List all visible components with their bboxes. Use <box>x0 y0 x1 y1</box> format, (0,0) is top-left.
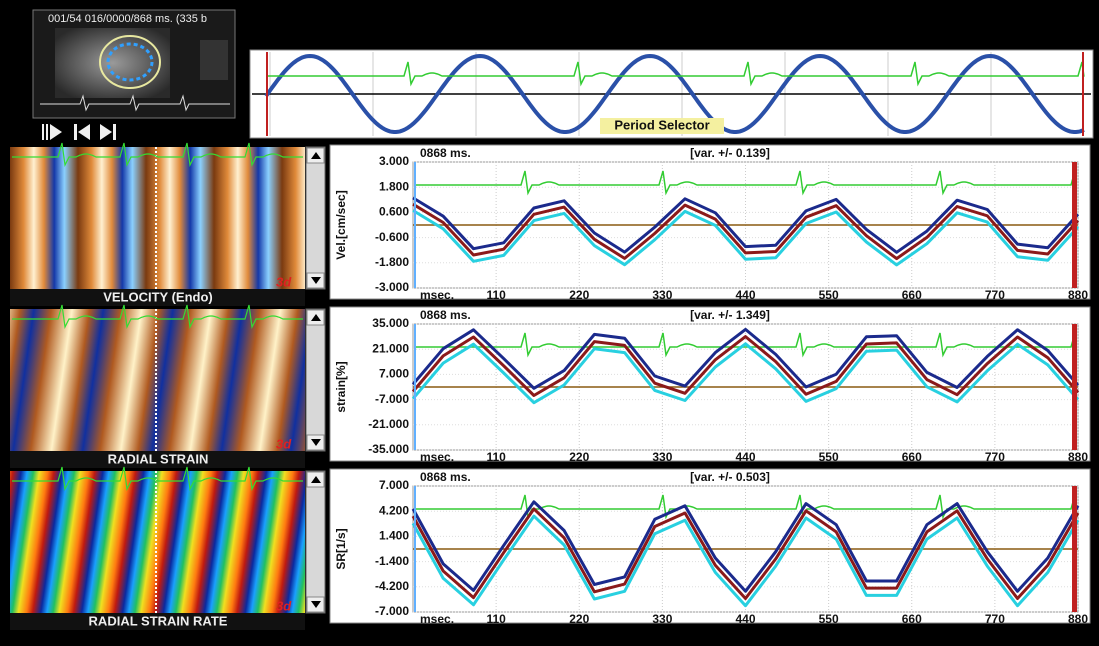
y-axis-label: strain[%] <box>334 361 348 412</box>
next-bar[interactable] <box>113 124 116 140</box>
play-bar[interactable] <box>46 124 48 140</box>
x-tick-label: 220 <box>569 450 589 464</box>
y-tick-label: -1.400 <box>375 554 409 568</box>
start-bar <box>414 324 416 450</box>
play-bar[interactable] <box>42 124 44 140</box>
x-tick-label: 550 <box>819 612 839 626</box>
variance-label: [var. +/- 1.349] <box>690 308 770 322</box>
scrollbar[interactable] <box>306 309 325 451</box>
y-tick-label: -7.000 <box>375 392 409 406</box>
y-axis-label: Vel.[cm/sec] <box>334 190 348 259</box>
maps: VELOCITY (Endo) 3d RADIAL STRAIN 3d RADIAL S… <box>10 143 325 630</box>
cursor-bar <box>1072 486 1077 612</box>
time-label: 0868 ms. <box>420 308 471 322</box>
thumbnail-caption: 001/54 016/0000/868 ms. (335 b <box>48 13 207 25</box>
x-tick-label: 440 <box>735 288 755 302</box>
selector-end-marker <box>1082 52 1084 136</box>
x-tick-label: 770 <box>985 288 1005 302</box>
x-axis-label: msec. <box>420 288 454 302</box>
chart: 7.000 4.200 1.400 -1.400 -4.200 -7.000 110 220 3… <box>330 469 1090 626</box>
chart: 35.000 21.000 7.000 -7.000 -21.000 -35.000 110… <box>330 307 1090 464</box>
x-tick-label: 220 <box>569 288 589 302</box>
prev-button[interactable] <box>78 124 90 140</box>
variance-label: [var. +/- 0.139] <box>690 146 770 160</box>
map-label: VELOCITY (Endo) <box>103 289 213 304</box>
x-tick-label: 660 <box>902 612 922 626</box>
x-tick-label: 550 <box>819 288 839 302</box>
x-tick-label: 660 <box>902 288 922 302</box>
start-bar <box>414 162 416 288</box>
x-tick-label: 110 <box>486 288 506 302</box>
chart: 3.000 1.800 0.600 -0.600 -1.800 -3.000 110 220 3… <box>330 145 1090 302</box>
x-tick-label: 330 <box>652 612 672 626</box>
time-label: 0868 ms. <box>420 146 471 160</box>
x-tick-label: 440 <box>735 450 755 464</box>
map-logo: 3d <box>276 436 292 451</box>
next-button[interactable] <box>100 124 112 140</box>
y-tick-label: -4.200 <box>375 579 409 593</box>
y-tick-label: 4.200 <box>379 503 409 517</box>
y-tick-label: -3.000 <box>375 280 409 294</box>
x-tick-label: 330 <box>652 450 672 464</box>
page: { "thumbnail": {"caption": "001/54 016/0… <box>0 0 1099 646</box>
x-axis-label: msec. <box>420 450 454 464</box>
y-tick-label: -0.600 <box>375 230 409 244</box>
x-tick-label: 330 <box>652 288 672 302</box>
y-tick-label: -7.000 <box>375 604 409 618</box>
y-tick-label: -21.000 <box>368 417 409 431</box>
cursor-bar <box>1072 324 1077 450</box>
color-map <box>10 309 305 451</box>
scrollbar[interactable] <box>306 147 325 289</box>
y-tick-label: 3.000 <box>379 154 409 168</box>
map-logo: 3d <box>276 274 292 289</box>
x-tick-label: 440 <box>735 612 755 626</box>
y-tick-label: 1.400 <box>379 529 409 543</box>
y-tick-label: 0.600 <box>379 205 409 219</box>
color-map <box>10 147 305 289</box>
x-tick-label: 880 <box>1068 288 1088 302</box>
x-tick-label: 880 <box>1068 612 1088 626</box>
x-tick-label: 770 <box>985 612 1005 626</box>
x-tick-label: 110 <box>486 612 506 626</box>
x-tick-label: 550 <box>819 450 839 464</box>
selector-start-marker <box>266 52 268 136</box>
play-button[interactable] <box>50 124 62 140</box>
variance-label: [var. +/- 0.503] <box>690 470 770 484</box>
start-bar <box>414 486 416 612</box>
thumbnail-info <box>200 40 228 80</box>
x-tick-label: 220 <box>569 612 589 626</box>
x-axis-label: msec. <box>420 612 454 626</box>
map-label: RADIAL STRAIN RATE <box>89 613 228 628</box>
y-tick-label: 35.000 <box>372 316 409 330</box>
period-selector-label: Period Selector <box>614 117 709 132</box>
y-tick-label: -35.000 <box>368 442 409 456</box>
y-tick-label: 7.000 <box>379 367 409 381</box>
y-tick-label: -1.800 <box>375 255 409 269</box>
playback-controls[interactable] <box>42 124 116 140</box>
time-label: 0868 ms. <box>420 470 471 484</box>
y-tick-label: 7.000 <box>379 478 409 492</box>
map-logo: 3d <box>276 598 292 613</box>
prev-bar[interactable] <box>74 124 77 140</box>
y-axis-label: SR[1/s] <box>334 528 348 569</box>
scrollbar[interactable] <box>306 471 325 613</box>
color-map <box>10 471 305 613</box>
map-label: RADIAL STRAIN <box>108 451 209 466</box>
x-tick-label: 880 <box>1068 450 1088 464</box>
screen: 001/54 016/0000/868 ms. (335 b Period Se… <box>0 0 1099 646</box>
y-tick-label: 21.000 <box>372 341 409 355</box>
y-tick-label: 1.800 <box>379 179 409 193</box>
cursor-bar <box>1072 162 1077 288</box>
x-tick-label: 660 <box>902 450 922 464</box>
x-tick-label: 110 <box>486 450 506 464</box>
x-tick-label: 770 <box>985 450 1005 464</box>
